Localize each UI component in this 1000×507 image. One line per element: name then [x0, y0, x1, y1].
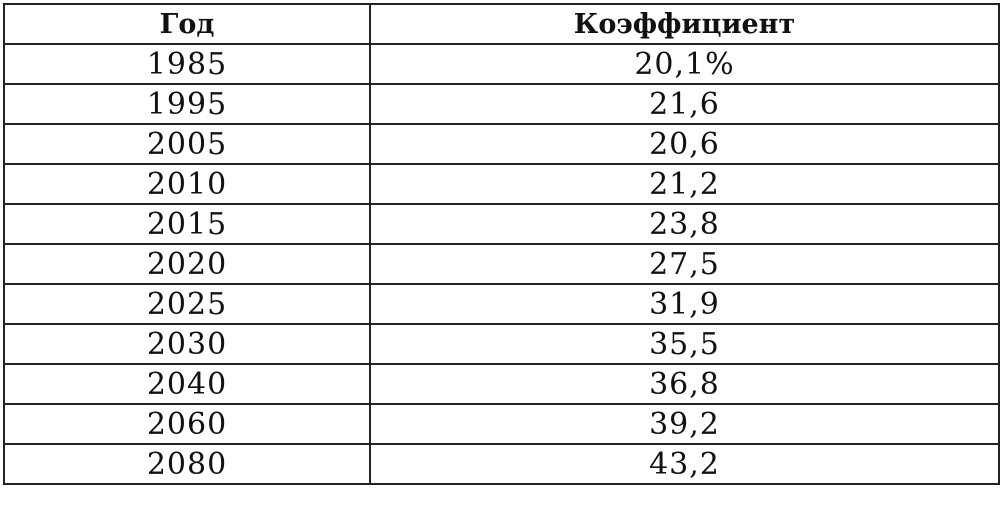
cell-coefficient: 36,8 [369, 363, 1000, 405]
table-row: 2080 43,2 [3, 443, 1000, 485]
table-row: 2030 35,5 [3, 323, 1000, 365]
cell-coefficient: 35,5 [369, 323, 1000, 365]
cell-year: 1985 [3, 43, 371, 85]
cell-coefficient: 20,6 [369, 123, 1000, 165]
cell-coefficient: 21,6 [369, 83, 1000, 125]
cell-coefficient: 27,5 [369, 243, 1000, 285]
table-row: 2010 21,2 [3, 163, 1000, 205]
data-table: Год Коэффициент 1985 20,1% 1995 21,6 200… [3, 3, 1000, 485]
cell-coefficient: 21,2 [369, 163, 1000, 205]
table-row: 2060 39,2 [3, 403, 1000, 445]
header-coefficient: Коэффициент [369, 3, 1000, 45]
cell-year: 2080 [3, 443, 371, 485]
table-row: 2020 27,5 [3, 243, 1000, 285]
cell-year: 2025 [3, 283, 371, 325]
cell-year: 2010 [3, 163, 371, 205]
header-year: Год [3, 3, 371, 45]
cell-coefficient: 39,2 [369, 403, 1000, 445]
cell-year: 2020 [3, 243, 371, 285]
cell-year: 2005 [3, 123, 371, 165]
header-row: Год Коэффициент [3, 3, 1000, 45]
cell-year: 2040 [3, 363, 371, 405]
cell-year: 2015 [3, 203, 371, 245]
table-row: 2040 36,8 [3, 363, 1000, 405]
table-row: 2005 20,6 [3, 123, 1000, 165]
cell-coefficient: 31,9 [369, 283, 1000, 325]
table-row: 1995 21,6 [3, 83, 1000, 125]
cell-coefficient: 23,8 [369, 203, 1000, 245]
table-row: 2025 31,9 [3, 283, 1000, 325]
table-body: 1985 20,1% 1995 21,6 2005 20,6 2010 21,2… [3, 43, 1000, 485]
cell-year: 2030 [3, 323, 371, 365]
cell-year: 1995 [3, 83, 371, 125]
cell-coefficient: 43,2 [369, 443, 1000, 485]
table-row: 2015 23,8 [3, 203, 1000, 245]
cell-year: 2060 [3, 403, 371, 445]
table-header: Год Коэффициент [3, 3, 1000, 45]
table-row: 1985 20,1% [3, 43, 1000, 85]
cell-coefficient: 20,1% [369, 43, 1000, 85]
